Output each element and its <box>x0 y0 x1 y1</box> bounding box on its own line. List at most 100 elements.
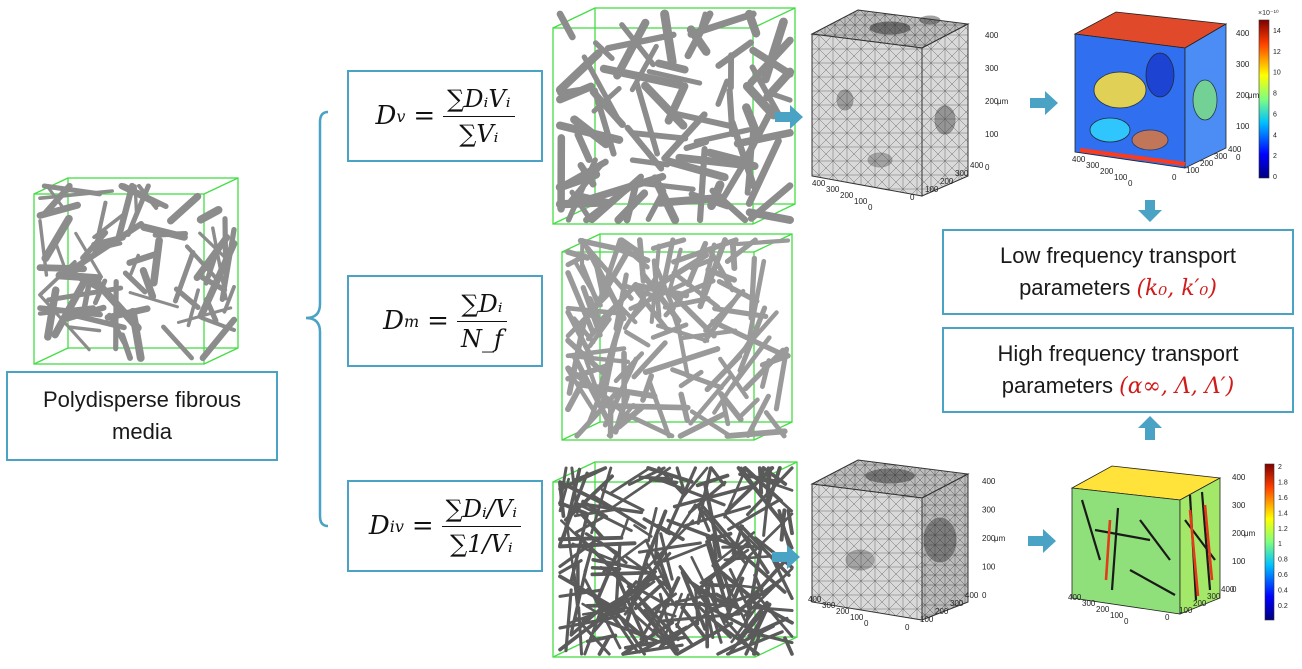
fiber <box>589 88 626 129</box>
fiber <box>586 387 605 425</box>
formula-dm-fraction: ∑Dᵢ N_f <box>457 290 507 353</box>
fiber <box>199 274 228 293</box>
fiber <box>647 380 672 439</box>
fiber <box>713 620 760 656</box>
fiber <box>734 238 791 247</box>
axis-tick-vertical: 200 <box>1236 91 1250 100</box>
axis-tick-depth: 300 <box>950 599 964 608</box>
fiber <box>783 636 794 656</box>
fiber <box>564 588 573 653</box>
fiber <box>715 78 730 107</box>
arrow-field-to-low <box>1138 200 1162 222</box>
fiber <box>665 466 697 535</box>
fiber <box>597 635 611 656</box>
fiber <box>709 466 726 487</box>
fiber <box>629 43 659 93</box>
fiber <box>605 402 691 411</box>
fiber <box>646 69 703 86</box>
axis-unit: μm <box>1244 529 1256 538</box>
colorbar-bottom-tick: 1 <box>1278 541 1282 548</box>
axis-tick-width: 0 <box>1124 617 1129 626</box>
fiber <box>655 551 674 595</box>
fiber <box>128 307 145 362</box>
fiber <box>761 17 788 84</box>
fibers-div <box>558 466 794 656</box>
formula-dm-denominator: N_f <box>460 324 503 353</box>
fiber <box>738 472 777 483</box>
fiber <box>92 278 108 306</box>
fiber <box>687 10 757 38</box>
formula-dm-lhs: D <box>383 306 404 336</box>
axis-tick-vertical: 0 <box>985 163 990 172</box>
axis-tick-width: 0 <box>868 203 873 212</box>
fiber <box>745 208 794 224</box>
axis-tick-depth: 100 <box>920 615 934 624</box>
axis-tick-vertical: 100 <box>982 563 996 572</box>
fiber <box>36 201 81 219</box>
axis-tick-width: 300 <box>1082 599 1096 608</box>
fiber <box>624 329 651 348</box>
axis-unit: μm <box>994 534 1006 543</box>
axis-tick-vertical: 300 <box>985 64 999 73</box>
axis-tick-width: 400 <box>1068 593 1082 602</box>
fiber <box>67 325 102 333</box>
axis-tick-vertical: 400 <box>1236 29 1250 38</box>
branch-bracket <box>305 110 329 528</box>
axis-tick-vertical: 400 <box>985 31 999 40</box>
axis-tick-vertical: 0 <box>1236 153 1241 162</box>
colorbar-top-tick: 6 <box>1273 111 1277 118</box>
axis-tick-width: 300 <box>822 601 836 610</box>
fiber <box>726 87 736 137</box>
polydisperse-label-line1: Polydisperse fibrous <box>42 387 242 412</box>
fiber <box>211 226 228 301</box>
fiber <box>722 512 761 551</box>
fiber <box>630 598 676 650</box>
fiber <box>745 137 782 207</box>
fiber <box>641 81 688 130</box>
fiber <box>565 270 596 335</box>
mesh-cube-bottom <box>810 459 970 621</box>
fiber <box>705 148 753 167</box>
formula-dv-denominator: ∑Vᵢ <box>459 119 499 148</box>
fiber <box>566 317 588 396</box>
colorbar-bottom-tick: 1.6 <box>1278 495 1288 502</box>
fiber <box>558 541 637 549</box>
fiber <box>604 31 677 52</box>
fiber <box>670 110 737 130</box>
fiber <box>677 411 728 439</box>
axis-tick-depth: 400 <box>965 591 979 600</box>
axis-tick-depth: 100 <box>1179 606 1193 615</box>
colorbar-bottom-tick: 0.2 <box>1278 603 1288 610</box>
fiber <box>650 174 680 225</box>
fiber <box>621 620 675 656</box>
axis-tick-vertical: 400 <box>982 477 996 486</box>
fiber <box>771 558 794 601</box>
fiber <box>122 270 148 295</box>
fiber <box>121 183 169 210</box>
fiber <box>591 86 622 114</box>
fiber <box>688 373 734 426</box>
formula-dv-numerator: ∑DᵢVᵢ <box>443 85 515 117</box>
fiber <box>619 242 650 270</box>
fiber <box>716 278 760 304</box>
fiber <box>592 40 615 62</box>
fiber <box>747 512 794 558</box>
fiber <box>587 295 603 325</box>
fiber <box>623 635 687 650</box>
fiber <box>571 542 615 562</box>
fiber <box>198 231 227 259</box>
fiber <box>92 200 108 255</box>
fiber <box>699 242 717 299</box>
fiber <box>558 466 568 507</box>
fiber <box>747 36 794 87</box>
fiber <box>592 255 606 295</box>
fiber <box>558 501 589 516</box>
fiber <box>599 565 670 608</box>
fiber <box>665 157 729 182</box>
fiber <box>581 606 627 616</box>
fiber <box>641 602 680 652</box>
fiber <box>46 285 124 303</box>
fiber <box>608 466 652 495</box>
